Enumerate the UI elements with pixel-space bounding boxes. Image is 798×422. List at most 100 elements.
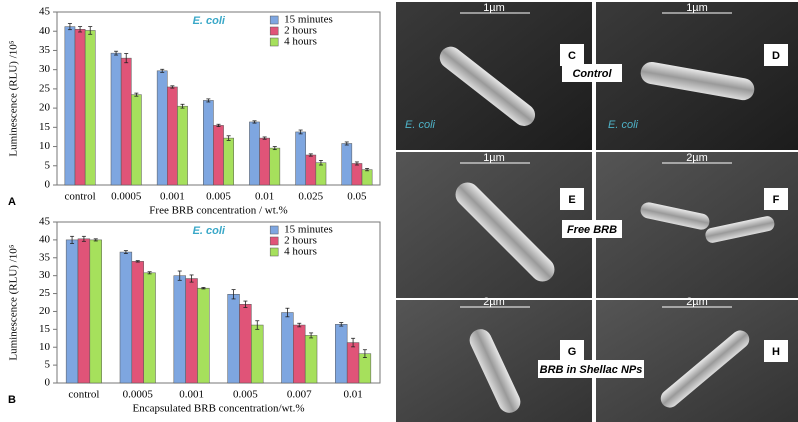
error-bar — [70, 235, 75, 244]
panel-letter: C — [568, 50, 576, 62]
bar — [131, 261, 144, 384]
bar — [110, 52, 122, 186]
scale-label: 1µm — [483, 152, 505, 164]
micrograph — [396, 2, 592, 150]
legend-swatch — [269, 225, 279, 235]
bar — [251, 324, 264, 384]
plot-frame — [56, 221, 381, 384]
legend-label: 15 minutes — [284, 224, 333, 236]
error-bar — [216, 123, 221, 127]
error-bar — [285, 307, 290, 318]
legend-swatch — [269, 37, 279, 47]
error-bar — [189, 274, 194, 283]
y-axis-label: Luminescence (RLU) /10⁵ — [8, 40, 20, 156]
x-tick-label: 0.007 — [287, 389, 312, 401]
x-axis-label: Free BRB concentration / wt.% — [149, 205, 287, 217]
bar — [167, 86, 178, 186]
error-bar — [344, 141, 349, 146]
error-bar — [170, 85, 175, 89]
bar — [89, 239, 102, 384]
x-tick-label: 0.025 — [298, 191, 323, 203]
bacterium — [640, 202, 710, 230]
error-bar — [226, 135, 231, 141]
legend-swatch — [269, 236, 279, 246]
species-label: E. coli — [608, 119, 639, 131]
scale-label: 2µm — [686, 152, 708, 164]
x-tick-label: 0.01 — [255, 191, 274, 203]
bar — [239, 304, 252, 384]
error-bar — [308, 153, 313, 157]
bar — [281, 312, 294, 384]
y-tick-label: 0 — [45, 377, 51, 389]
error-bar — [124, 53, 129, 64]
error-bar — [243, 300, 248, 308]
error-bar — [365, 168, 370, 172]
error-bar — [362, 349, 367, 358]
annotation: E. coli — [193, 225, 226, 237]
bacterium — [439, 46, 536, 126]
y-tick-label: 25 — [39, 82, 51, 94]
y-tick-label: 45 — [39, 6, 51, 18]
bar — [269, 147, 281, 186]
bar — [64, 26, 76, 186]
x-tick-label: 0.001 — [179, 389, 204, 401]
x-tick-label: 0.0005 — [111, 191, 142, 203]
bar — [305, 154, 317, 186]
x-tick-label: 0.001 — [160, 191, 185, 203]
bar — [177, 105, 188, 186]
scale-label: 2µm — [483, 296, 505, 308]
error-bar — [114, 50, 119, 56]
micrographs: 1µm 1µm 1µm 2µm 2µm 2µm C D E F G H Cont… — [396, 0, 798, 422]
y-tick-label: 0 — [45, 179, 51, 191]
bar — [120, 57, 132, 186]
y-tick-label: 20 — [39, 305, 51, 317]
bar — [197, 287, 210, 384]
scale-label: 1µm — [483, 2, 505, 14]
x-tick-label: 0.05 — [347, 191, 367, 203]
y-axis-label: Luminescence (RLU) /10⁵ — [8, 244, 20, 360]
bar — [131, 94, 142, 186]
x-tick-label: control — [68, 389, 99, 401]
x-tick-label: 0.005 — [206, 191, 231, 203]
bar — [203, 100, 214, 186]
annotation: E. coli — [193, 15, 226, 27]
legend-label: 4 hours — [284, 246, 317, 258]
bar — [295, 131, 306, 186]
bar — [74, 29, 86, 186]
bar — [361, 169, 373, 186]
bar — [227, 294, 240, 384]
y-tick-label: 5 — [45, 159, 51, 171]
error-bar — [339, 322, 344, 327]
error-bar — [272, 146, 277, 151]
y-tick-label: 35 — [39, 44, 51, 56]
bar — [156, 70, 168, 186]
error-bar — [309, 332, 314, 339]
bar — [315, 162, 327, 186]
error-bar — [206, 98, 211, 103]
panel-letter: E — [568, 194, 575, 206]
x-tick-label: 0.01 — [343, 389, 362, 401]
bar — [249, 121, 260, 186]
error-bar — [201, 287, 206, 290]
error-bar — [160, 68, 165, 73]
error-bar — [78, 26, 83, 33]
scale-label: 1µm — [686, 2, 708, 14]
y-tick-label: 15 — [39, 121, 51, 133]
bar — [293, 324, 306, 384]
bacterium — [705, 216, 775, 243]
legend-swatch — [269, 247, 279, 257]
bar — [143, 272, 156, 384]
panel-label: B — [8, 394, 16, 406]
bacterium — [455, 182, 555, 282]
legend-label: 15 minutes — [284, 14, 333, 26]
y-tick-label: 25 — [39, 287, 51, 299]
error-bar — [147, 271, 152, 275]
panel-letter: H — [772, 346, 780, 358]
x-tick-label: control — [64, 191, 95, 203]
legend-label: 2 hours — [284, 25, 317, 37]
y-tick-label: 40 — [39, 25, 51, 37]
error-bar — [298, 129, 303, 135]
y-tick-label: 40 — [39, 233, 51, 245]
error-bar — [262, 136, 267, 140]
bar — [346, 342, 360, 384]
